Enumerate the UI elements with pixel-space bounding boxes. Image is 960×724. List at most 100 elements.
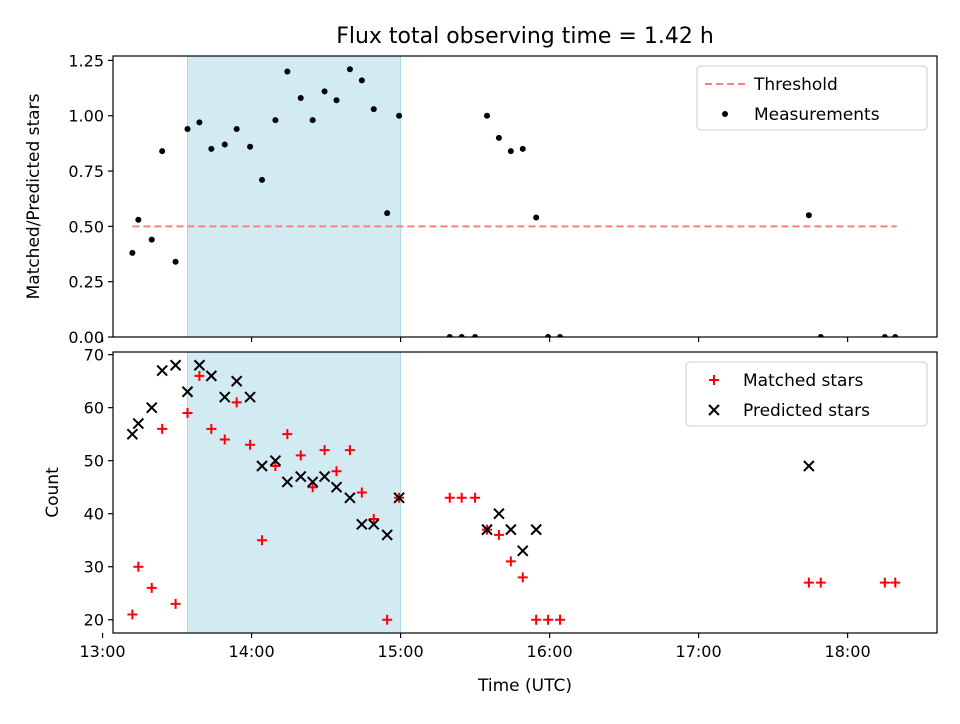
x-axis: 13:00 14:00 15:00 16:00 17:00 18:00 <box>80 633 871 661</box>
predicted-star-marker <box>132 417 145 430</box>
x-tick-label: 17:00 <box>676 642 722 661</box>
measurement-point <box>196 119 203 126</box>
measurement-point <box>384 210 391 217</box>
predicted-star-marker <box>481 523 493 536</box>
measurement-point <box>333 97 340 104</box>
measurement-point <box>495 134 502 141</box>
measurement-point <box>184 126 191 133</box>
predicted-star-marker <box>505 523 517 536</box>
matched-star-marker <box>146 582 157 593</box>
measurement-point <box>545 334 552 337</box>
matched-star-marker <box>531 614 542 625</box>
predicted-star-marker <box>230 375 243 387</box>
matched-star-marker <box>879 577 890 588</box>
x-tick-label: 14:00 <box>229 642 275 661</box>
predicted-star-marker <box>256 460 268 472</box>
measurement-point <box>309 117 316 124</box>
measurement-point <box>446 334 453 337</box>
y-tick-label: 0.75 <box>68 162 104 181</box>
y-tick-label: 30 <box>84 558 104 577</box>
legend-label: Predicted stars <box>743 401 870 421</box>
x-tick-label: 13:00 <box>80 642 126 661</box>
predicted-star-marker <box>193 359 206 371</box>
measurement-point <box>519 145 526 152</box>
matched-star-marker <box>543 614 554 625</box>
measurement-point <box>272 117 279 124</box>
matched-star-marker <box>231 397 242 408</box>
chart-title: Flux total observing time = 1.42 h <box>336 24 714 49</box>
predicted-star-marker <box>269 454 282 467</box>
matched-star-marker <box>170 598 181 609</box>
matched-star-marker <box>282 429 293 440</box>
measurement-point <box>135 216 142 223</box>
predicted-star-marker <box>344 492 356 504</box>
observing-span-shade <box>187 351 402 634</box>
predicted-star-marker <box>393 492 405 504</box>
measurement-point <box>472 334 479 337</box>
matched-star-marker <box>127 609 138 620</box>
matched-star-marker <box>382 614 393 625</box>
measurement-point <box>297 95 304 102</box>
matched-star-marker <box>555 614 566 625</box>
legend-box <box>685 361 928 427</box>
legend-label: Threshold <box>753 75 838 95</box>
matched-star-marker <box>444 492 455 503</box>
measurement-point <box>370 106 377 113</box>
y-axis-label: Matched/Predicted stars <box>24 93 44 299</box>
measurement-point <box>557 334 564 337</box>
measurement-point <box>507 148 514 155</box>
measurement-point <box>221 141 228 148</box>
observing-span-shade <box>187 55 402 338</box>
y-axis-label: Count <box>43 467 63 518</box>
measurement-point <box>129 249 136 256</box>
matched-star-marker <box>206 423 217 434</box>
matched-star-marker <box>245 439 256 450</box>
predicted-star-marker <box>169 359 182 371</box>
series-predicted-stars <box>126 359 815 557</box>
y-tick-label: 70 <box>84 346 104 365</box>
plot-area <box>129 66 899 337</box>
x-tick-label: 15:00 <box>378 642 424 661</box>
plot-area <box>126 359 901 625</box>
matched-star-marker <box>157 423 168 434</box>
measurement-point <box>484 112 491 119</box>
predicted-star-marker <box>318 470 331 483</box>
x-tick-label: 16:00 <box>527 642 573 661</box>
matched-star-marker <box>295 450 306 461</box>
y-tick-label: 20 <box>84 611 104 630</box>
predicted-star-marker <box>244 391 256 403</box>
y-tick-label: 0.50 <box>68 217 104 236</box>
y-tick-label: 40 <box>84 505 104 524</box>
matched-star-marker <box>194 370 205 381</box>
predicted-star-marker <box>205 370 218 382</box>
matched-star-marker <box>356 487 367 498</box>
matched-star-marker <box>368 514 379 525</box>
matched-star-marker <box>270 460 281 471</box>
matched-star-marker <box>803 577 814 588</box>
measurement-point <box>533 214 540 221</box>
predicted-star-marker <box>306 476 319 488</box>
measurement-point <box>247 143 254 150</box>
matched-star-marker <box>219 434 230 445</box>
legend-label: Matched stars <box>743 371 863 391</box>
measurement-point <box>458 334 465 337</box>
measurement-point <box>817 334 824 337</box>
series-measurements <box>129 66 899 337</box>
measurement-point <box>208 145 215 152</box>
predicted-star-marker <box>295 470 307 483</box>
y-tick-label: 0.00 <box>68 328 104 347</box>
matched-star-marker <box>517 572 528 583</box>
measurement-point <box>892 334 899 337</box>
predicted-star-marker <box>530 523 542 536</box>
x-axis <box>101 337 849 342</box>
predicted-star-marker <box>356 518 368 531</box>
matched-star-marker <box>319 445 330 456</box>
y-axis: 20 30 40 50 60 70 <box>84 346 113 630</box>
measurement-point <box>172 258 179 265</box>
predicted-star-marker <box>368 518 380 531</box>
x-tick-label: 18:00 <box>825 642 871 661</box>
y-tick-label: 50 <box>84 452 104 471</box>
matched-star-marker <box>456 492 467 503</box>
matched-star-marker <box>344 445 355 456</box>
